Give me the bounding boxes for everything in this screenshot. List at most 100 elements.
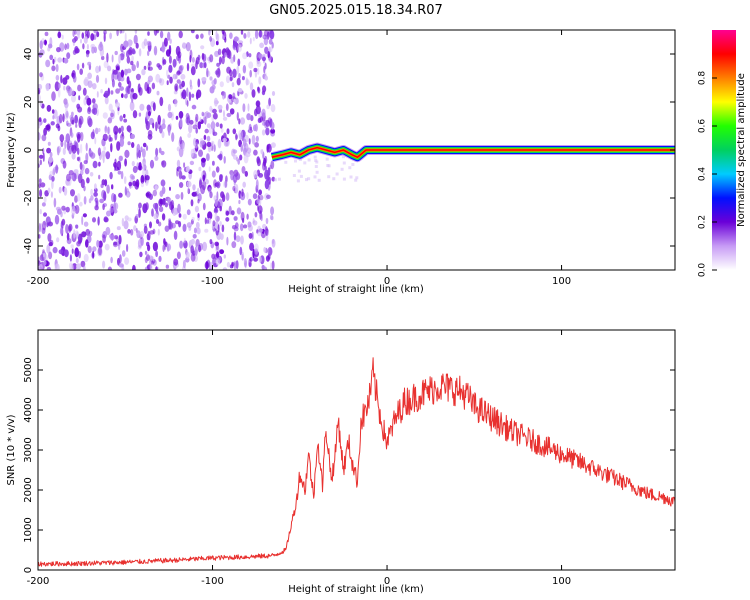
noise-cell xyxy=(259,42,264,49)
noise-cell xyxy=(131,49,136,55)
noise-cell xyxy=(66,120,69,126)
noise-cell xyxy=(121,131,124,137)
noise-cell xyxy=(157,221,162,227)
noise-cell xyxy=(48,156,54,163)
noise-cell xyxy=(108,134,112,142)
noise-cell xyxy=(263,246,267,253)
noise-cell xyxy=(270,142,276,148)
noise-cell xyxy=(233,36,239,42)
noise-cell xyxy=(181,175,186,180)
noise-cell xyxy=(167,111,173,119)
noise-cell xyxy=(84,167,90,175)
noise-cell xyxy=(233,226,239,232)
noise-cell xyxy=(155,219,160,224)
noise-cell xyxy=(87,106,91,113)
noise-cell xyxy=(232,174,238,183)
noise-cell xyxy=(256,61,262,68)
noise-cell xyxy=(71,152,76,160)
noise-cell xyxy=(142,148,146,158)
noise-cell xyxy=(233,41,238,48)
noise-cell xyxy=(215,251,220,258)
colorbar-tick-label: 0.0 xyxy=(698,263,708,278)
noise-cell xyxy=(219,174,224,179)
noise-cell xyxy=(103,60,109,69)
noise-cell xyxy=(209,191,213,199)
noise-cell xyxy=(66,88,71,93)
noise-cell xyxy=(242,64,247,74)
noise-cell xyxy=(94,127,99,135)
noise-cell xyxy=(147,75,153,83)
noise-cell xyxy=(71,94,76,103)
noise-cell xyxy=(248,123,252,134)
y-tick-label: 0 xyxy=(23,567,34,573)
noise-cell xyxy=(44,190,49,197)
noise-cell xyxy=(225,217,230,222)
noise-cell xyxy=(332,177,336,181)
noise-cell xyxy=(68,145,72,155)
noise-cell xyxy=(128,127,132,134)
noise-cell xyxy=(241,253,244,260)
noise-cell xyxy=(86,177,90,184)
snr-xlabel: Height of straight line (km) xyxy=(288,584,424,595)
noise-cell xyxy=(55,123,60,129)
noise-cell xyxy=(167,245,170,252)
noise-cell xyxy=(39,72,43,78)
noise-cell xyxy=(104,96,109,105)
noise-cell xyxy=(118,81,122,88)
noise-cell xyxy=(38,131,41,141)
x-tick-label: 100 xyxy=(552,276,571,287)
noise-cell xyxy=(170,199,175,210)
colorbar-ticks: 0.0 0.2 0.4 0.6 0.8 xyxy=(698,71,717,278)
noise-cell xyxy=(65,133,71,144)
noise-cell xyxy=(296,179,300,183)
noise-cell xyxy=(139,251,143,258)
noise-cell xyxy=(216,191,219,201)
noise-cell xyxy=(325,157,329,161)
noise-cell xyxy=(142,203,148,214)
noise-cell xyxy=(101,150,106,158)
noise-cell xyxy=(169,186,171,191)
noise-cell xyxy=(101,55,105,61)
noise-cell xyxy=(226,261,230,268)
noise-cell xyxy=(204,128,209,134)
noise-cell xyxy=(96,239,100,248)
noise-cell xyxy=(241,188,244,197)
noise-cell xyxy=(66,173,71,182)
noise-cell xyxy=(201,180,207,191)
noise-cell xyxy=(38,87,41,95)
colorbar-tick-label: 0.2 xyxy=(698,215,708,229)
noise-cell xyxy=(70,89,75,96)
noise-cell xyxy=(86,97,92,106)
noise-cell xyxy=(113,202,117,212)
noise-cell xyxy=(75,257,79,264)
noise-cell xyxy=(223,254,226,259)
noise-cell xyxy=(117,170,122,175)
noise-cell xyxy=(155,147,159,157)
noise-cell xyxy=(90,152,96,159)
noise-cell xyxy=(98,161,101,167)
noise-cell xyxy=(156,90,160,96)
noise-cell xyxy=(112,69,118,75)
noise-cell xyxy=(175,194,181,200)
noise-cell xyxy=(48,161,51,168)
noise-cell xyxy=(76,63,80,71)
noise-cell xyxy=(47,233,52,242)
noise-cell xyxy=(254,30,259,39)
noise-cell xyxy=(126,56,131,64)
noise-cell xyxy=(258,53,263,59)
noise-cell xyxy=(206,67,209,78)
noise-cell xyxy=(113,193,117,203)
noise-cell xyxy=(118,263,124,268)
noise-cell xyxy=(217,138,222,149)
noise-cell xyxy=(197,213,200,218)
noise-cell xyxy=(119,155,123,161)
noise-cell xyxy=(217,224,220,233)
noise-cell xyxy=(46,104,52,112)
noise-cell xyxy=(127,141,131,146)
noise-cell xyxy=(172,207,177,216)
noise-cell xyxy=(135,214,140,219)
noise-cell xyxy=(238,42,243,48)
noise-cell xyxy=(209,86,215,94)
noise-cell xyxy=(176,71,181,76)
